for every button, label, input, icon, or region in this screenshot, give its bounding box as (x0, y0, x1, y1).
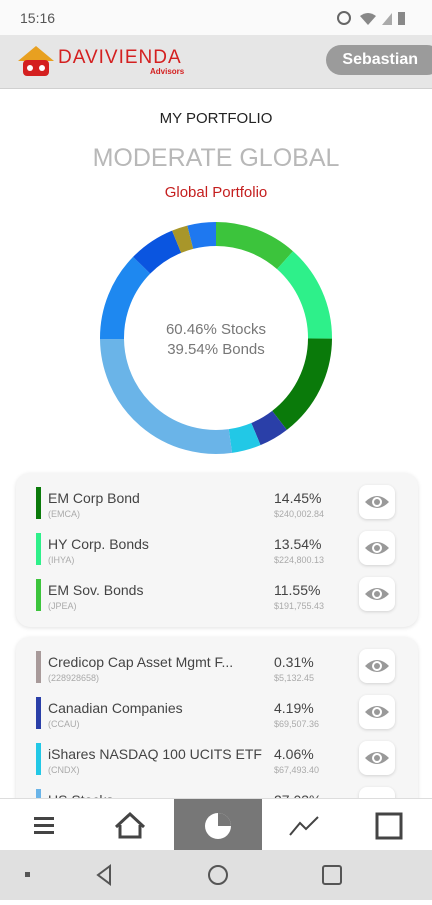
holding-percent: 11.55% (274, 582, 321, 598)
holding-row: US Stocks 27.03% (16, 775, 418, 798)
color-bar (36, 789, 41, 798)
donut-label: 60.46% Stocks (166, 321, 266, 338)
clock: 15:16 (20, 10, 56, 26)
user-button[interactable]: Sebastian (326, 45, 432, 75)
holding-name: EM Corp Bond (48, 490, 140, 506)
holding-row: Canadian Companies (CCAU) 4.19% $69,507.36 (16, 683, 418, 729)
status-icons (337, 11, 405, 25)
donut-segment (215, 222, 293, 270)
eye-icon (365, 542, 389, 554)
menu-icon[interactable] (34, 817, 54, 834)
donut-segment (276, 251, 332, 339)
holding-amount: $224,800.13 (274, 555, 325, 565)
holding-percent: 4.06% (274, 746, 314, 762)
holding-percent: 27.03% (274, 792, 321, 798)
app-header: DAVIVIENDA Advisors Sebastian (0, 35, 432, 89)
holding-percent: 0.31% (274, 654, 314, 670)
view-button[interactable] (359, 577, 395, 611)
donut-segment (133, 230, 182, 275)
nav-icons (34, 799, 403, 851)
logo-house (18, 46, 54, 76)
eye-icon (365, 660, 389, 672)
system-nav (0, 850, 432, 900)
view-button[interactable] (359, 787, 395, 798)
holding-ticker: (228928658) (48, 673, 100, 683)
view-button[interactable] (359, 695, 395, 729)
eye-icon (365, 706, 389, 718)
holding-percent: 4.19% (274, 700, 314, 716)
holding-name: Canadian Companies (48, 700, 183, 716)
color-bar (36, 697, 41, 729)
holding-ticker: (CNDX) (48, 765, 80, 775)
news-icon[interactable] (375, 812, 403, 840)
content: MY PORTFOLIO MODERATE GLOBAL Global Port… (0, 89, 432, 798)
view-button[interactable] (359, 649, 395, 683)
view-button[interactable] (359, 741, 395, 775)
donut-segment (228, 422, 261, 453)
color-bar (36, 651, 41, 683)
portfolio-type: Global Portfolio (165, 184, 268, 201)
donut-segment (187, 222, 217, 249)
holding-amount: $67,493.40 (274, 765, 320, 775)
holding-ticker: (EMCA) (48, 509, 80, 519)
holding-row: EM Corp Bond (EMCA) 14.45% $240,002.84 (16, 473, 418, 519)
color-bar (36, 533, 41, 565)
holding-name: iShares NASDAQ 100 UCITS ETF (48, 746, 262, 762)
holding-name: HY Corp. Bonds (48, 536, 149, 552)
holding-row: HY Corp. Bonds (IHYA) 13.54% $224,800.13 (16, 519, 418, 565)
donut-segment (100, 256, 151, 340)
holding-ticker: (IHYA) (48, 555, 75, 565)
portfolio-summary: MY PORTFOLIO MODERATE GLOBAL Global Port… (93, 110, 340, 454)
brand-sub: Advisors (150, 67, 185, 76)
donut-segment (271, 338, 332, 430)
holding-amount: $5,132.45 (274, 673, 315, 683)
holding-row: EM Sov. Bonds (JPEA) 11.55% $191,755.43 (16, 565, 418, 611)
holding-amount: $69,507.36 (274, 719, 320, 729)
donut-label: 39.54% Bonds (167, 341, 265, 358)
color-bar (36, 743, 41, 775)
view-button[interactable] (359, 531, 395, 565)
color-bar (36, 487, 41, 519)
eye-icon (359, 787, 395, 798)
eye-icon (365, 752, 389, 764)
holdings-card: Credicop Cap Asset Mgmt F... (228928658) 0… (16, 637, 418, 798)
holding-percent: 13.54% (274, 536, 322, 552)
holdings-card: EM Corp Bond (EMCA) 14.45% $240,002.84 HY Co… (16, 473, 418, 627)
trend-icon[interactable] (289, 816, 319, 836)
holding-amount: $191,755.43 (274, 601, 325, 611)
eye-icon (365, 588, 389, 600)
back[interactable] (96, 864, 111, 886)
holding-ticker: (CCAU) (48, 719, 80, 729)
holding-name: Credicop Cap Asset Mgmt F... (48, 654, 234, 670)
holding-row: Credicop Cap Asset Mgmt F... (228928658) 0… (16, 637, 418, 683)
bottom-nav (0, 798, 432, 851)
donut-segment (172, 225, 194, 253)
status-bar: 15:16 (0, 0, 432, 35)
holding-percent: 14.45% (274, 490, 322, 506)
donut-segment (250, 410, 287, 446)
holding-name: US Stocks (48, 792, 113, 798)
color-bar (36, 579, 41, 611)
holding-row: iShares NASDAQ 100 UCITS ETF (CNDX) 4.06% $… (16, 729, 418, 775)
donut-segment (100, 338, 233, 454)
view-button[interactable] (359, 485, 395, 519)
home[interactable] (208, 865, 228, 885)
eye-icon (365, 496, 389, 508)
page-title: MY PORTFOLIO (160, 110, 273, 127)
recents[interactable] (322, 865, 342, 885)
holding-name: EM Sov. Bonds (48, 582, 144, 598)
brand: DAVIVIENDA (58, 47, 182, 68)
home-icon[interactable] (114, 811, 146, 839)
holding-ticker: (JPEA) (48, 601, 77, 611)
portfolio-name: MODERATE GLOBAL (93, 144, 340, 172)
system-buttons (25, 864, 342, 886)
holding-amount: $240,002.84 (274, 509, 325, 519)
